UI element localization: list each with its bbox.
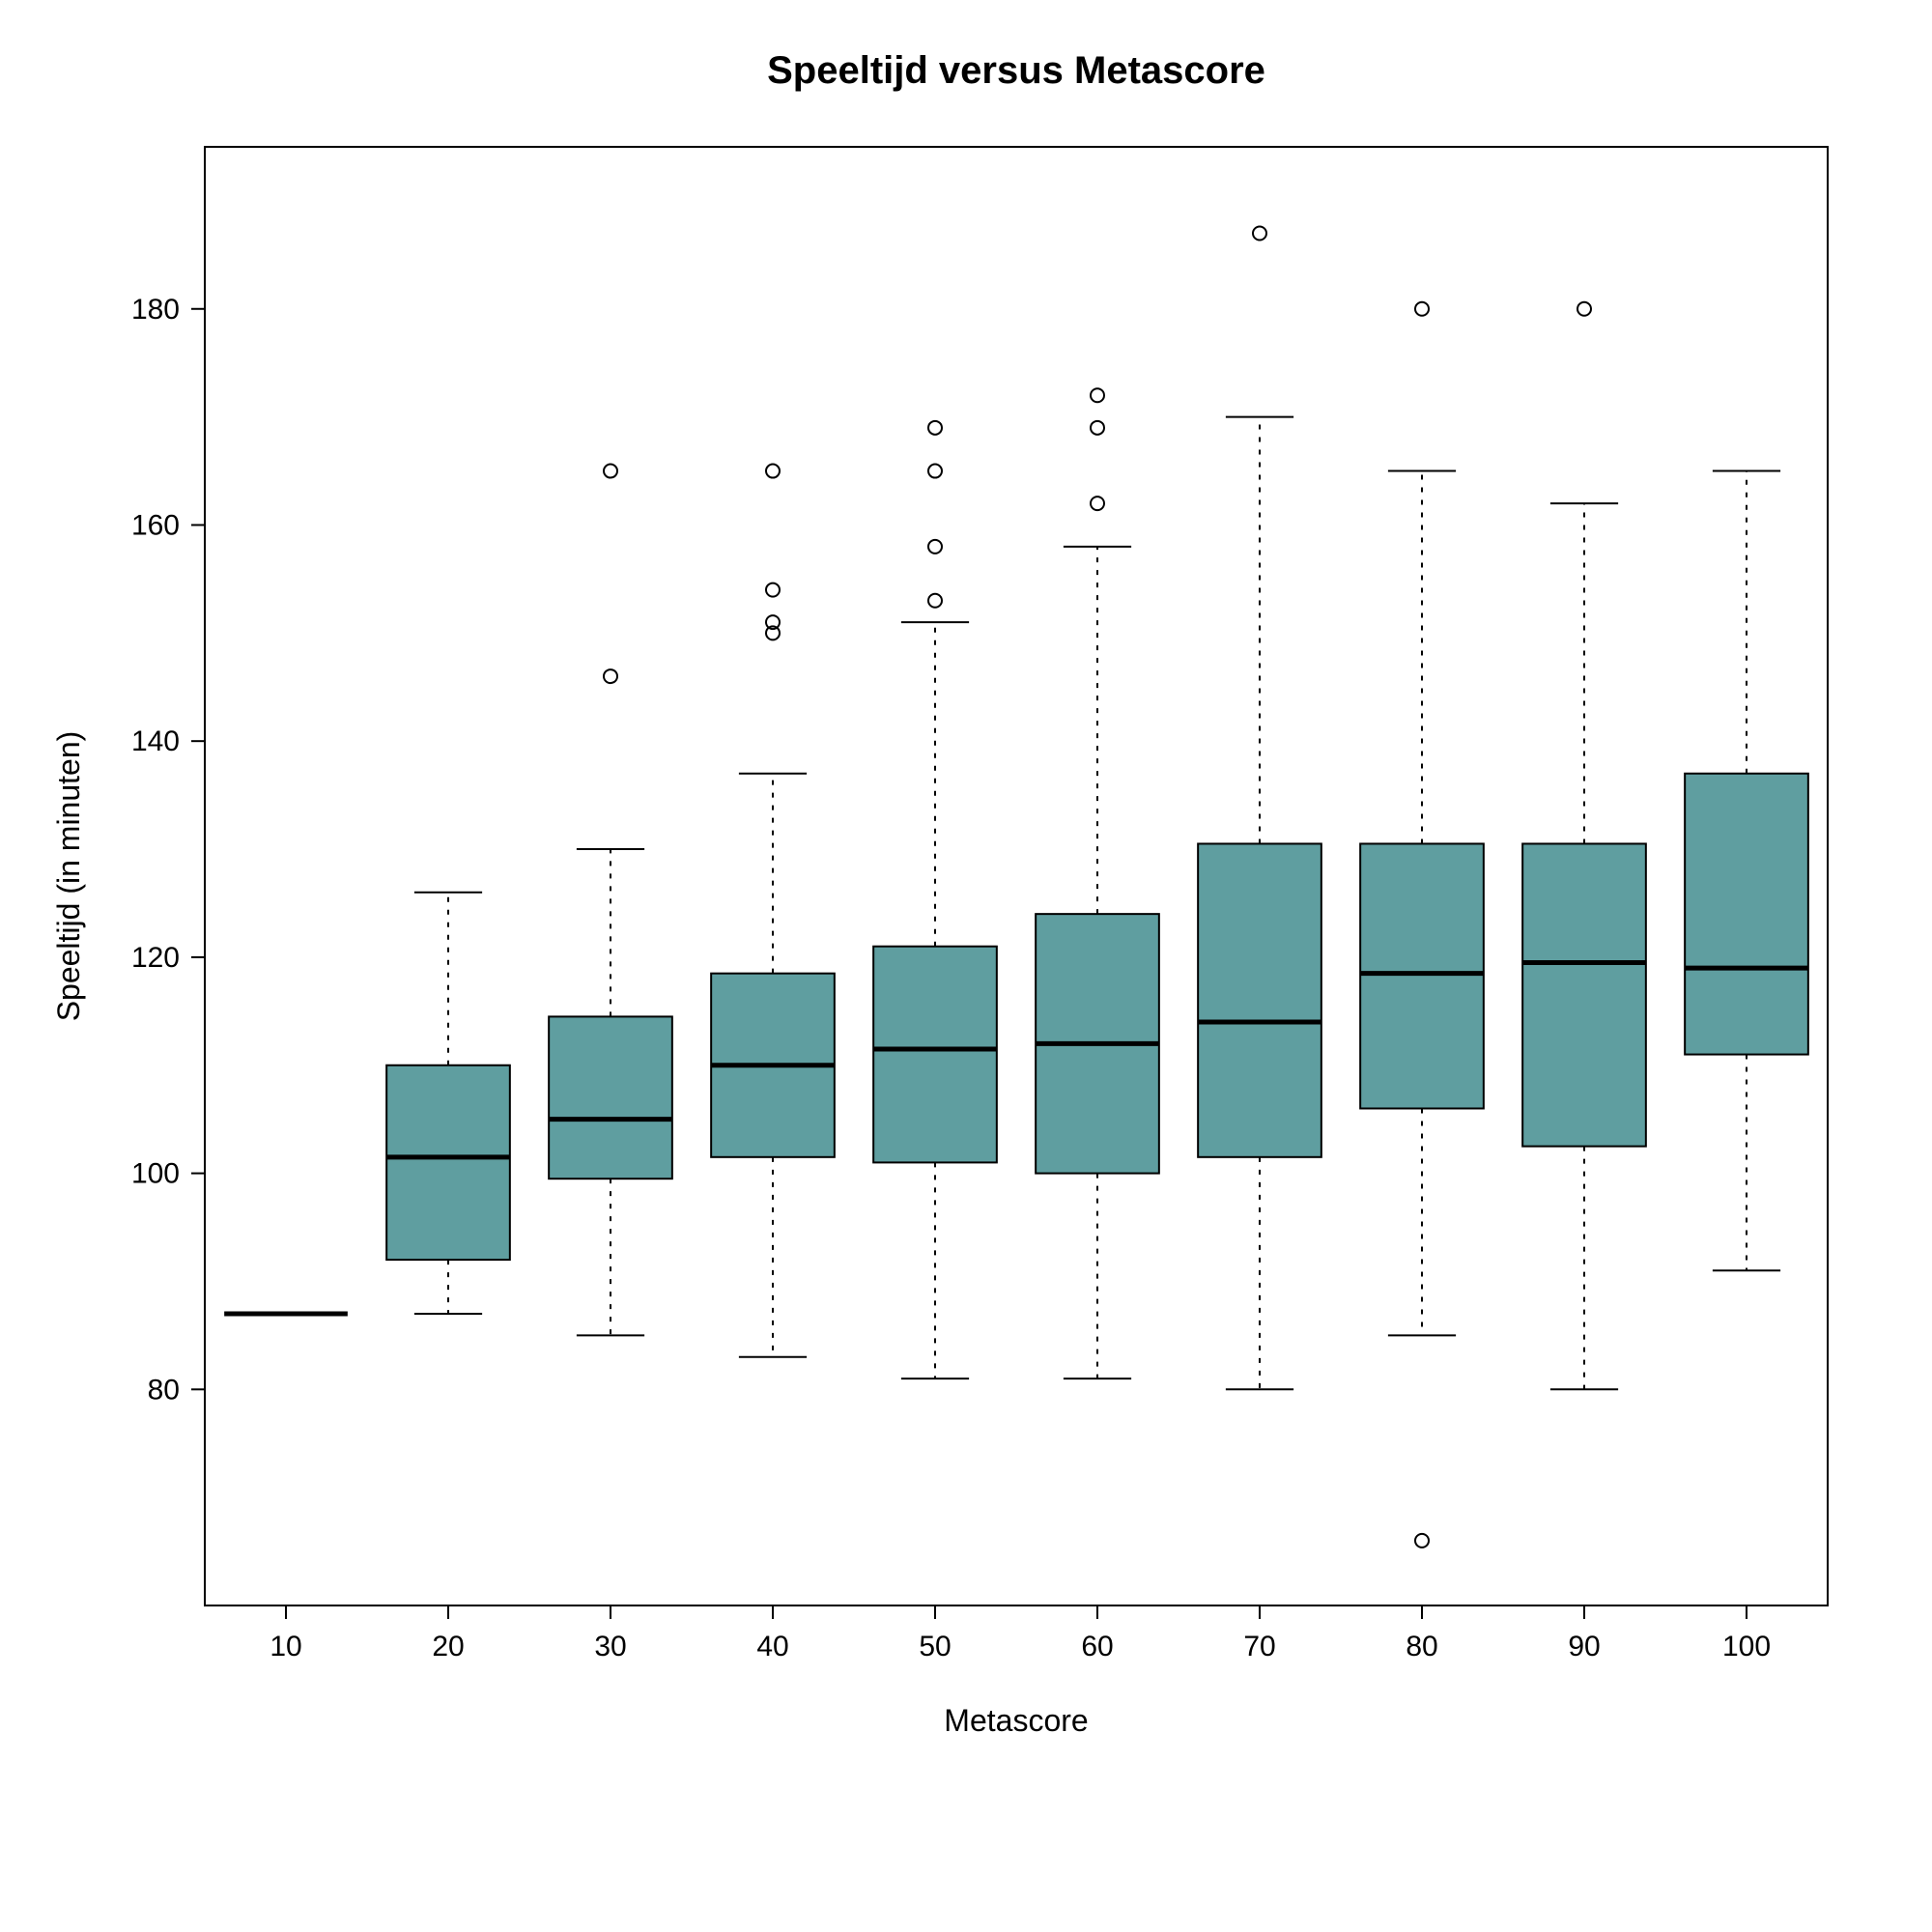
x-tick-label: 90 bbox=[1568, 1631, 1600, 1662]
outlier-point bbox=[1415, 1534, 1429, 1548]
y-tick-label: 100 bbox=[131, 1158, 180, 1190]
box-50 bbox=[873, 421, 997, 1378]
outlier-point bbox=[1091, 497, 1104, 510]
box-rect bbox=[549, 1016, 672, 1179]
y-tick-label: 180 bbox=[131, 294, 180, 326]
x-tick-label: 80 bbox=[1406, 1631, 1437, 1662]
outlier-point bbox=[1091, 421, 1104, 435]
box-90 bbox=[1522, 302, 1646, 1390]
outlier-point bbox=[928, 594, 942, 608]
x-tick-label: 20 bbox=[432, 1631, 464, 1662]
box-60 bbox=[1036, 388, 1159, 1378]
box-40 bbox=[711, 465, 835, 1357]
boxplot-chart: Speeltijd versus Metascore 80 100 120 140 160… bbox=[0, 0, 1932, 1932]
outlier-point bbox=[766, 583, 780, 597]
x-tick-label: 30 bbox=[594, 1631, 626, 1662]
chart-title: Speeltijd versus Metascore bbox=[767, 49, 1265, 92]
box-rect bbox=[1522, 843, 1646, 1146]
outlier-point bbox=[1577, 302, 1591, 316]
y-tick-label: 80 bbox=[148, 1374, 180, 1406]
box-30 bbox=[549, 465, 672, 1336]
y-axis-label: Speeltijd (in minuten) bbox=[51, 731, 86, 1022]
y-tick-label: 120 bbox=[131, 942, 180, 974]
outlier-point bbox=[1415, 302, 1429, 316]
outlier-point bbox=[604, 465, 617, 478]
box-rect bbox=[1198, 843, 1321, 1156]
outlier-point bbox=[928, 465, 942, 478]
box-100 bbox=[1685, 471, 1808, 1271]
box-rect bbox=[1685, 774, 1808, 1055]
outlier-point bbox=[1091, 388, 1104, 402]
y-tick-label: 160 bbox=[131, 509, 180, 541]
outlier-point bbox=[928, 421, 942, 435]
box-20 bbox=[386, 893, 510, 1314]
box-70 bbox=[1198, 226, 1321, 1389]
box-80 bbox=[1360, 302, 1484, 1548]
x-tick-label: 70 bbox=[1243, 1631, 1275, 1662]
box-rect bbox=[1360, 843, 1484, 1108]
x-tick-label: 100 bbox=[1722, 1631, 1771, 1662]
x-tick-label: 40 bbox=[756, 1631, 788, 1662]
outlier-point bbox=[766, 465, 780, 478]
box-rect bbox=[873, 947, 997, 1163]
y-tick-label: 140 bbox=[131, 725, 180, 757]
box-rect bbox=[386, 1065, 510, 1260]
outlier-point bbox=[928, 540, 942, 554]
x-axis-label: Metascore bbox=[944, 1703, 1088, 1738]
x-tick-label: 10 bbox=[270, 1631, 301, 1662]
outlier-point bbox=[604, 669, 617, 683]
x-tick-label: 60 bbox=[1081, 1631, 1113, 1662]
x-tick-label: 50 bbox=[919, 1631, 951, 1662]
outlier-point bbox=[1253, 226, 1266, 240]
